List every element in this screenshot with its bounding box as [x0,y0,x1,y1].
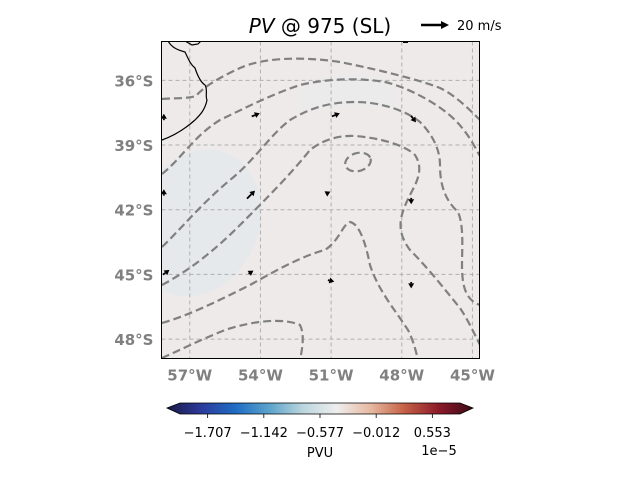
colorbar: −1.707 −1.142 −0.577 −0.012 0.553 PVU 1e−5 [165,402,475,461]
title-rest: @ 975 (SL) [275,14,392,38]
coastline [161,41,208,141]
latitude-tick-label: 36°S [114,72,153,90]
wind-vector [324,191,331,197]
wind-vector-head [253,112,260,118]
wind-vector-head [249,190,256,197]
contour-line [161,220,419,359]
contour-line [161,57,480,121]
wind-vector-partial [403,41,408,43]
wind-vector-shaft [410,115,414,119]
colorbar-tick-label: −0.577 [296,426,344,441]
wind-vector [327,277,335,284]
contour-line [161,100,480,306]
latitude-tick-label: 39°S [114,137,153,155]
pv-contours [161,57,480,359]
wind-vector [161,189,167,196]
longitude-labels: 57°W 54°W 51°W 48°W 45°W [167,367,495,385]
longitude-tick-label: 48°W [379,367,424,385]
wind-vector-head [163,269,170,276]
wind-vector [162,269,170,276]
wind-vector-head [410,116,416,123]
wind-vector-head [328,277,335,284]
wind-vector [331,112,340,118]
gridlines [161,41,480,359]
wind-vector-head [408,199,415,205]
reference-arrow-head [441,21,449,29]
wind-vector-shaft [162,272,166,276]
wind-vector-head [161,113,167,119]
reference-vector-key: 20 m/s [421,19,502,34]
title-variable: PV [249,14,276,38]
wind-vector-head [334,112,340,118]
latitude-tick-label: 48°S [114,331,153,349]
contour-line [161,134,480,346]
wind-vector-head [408,283,415,289]
wind-vector-shaft [331,114,336,118]
wind-vector [161,113,167,121]
contour-line [161,78,480,175]
wind-vector-head [324,191,331,197]
pv-shading-patch [300,74,395,110]
longitude-tick-label: 54°W [238,367,283,385]
latitude-tick-label: 42°S [114,202,153,220]
colorbar-tick-label: −1.707 [184,426,232,441]
colorbar-label: PVU [307,446,333,461]
colorbar-ticks: −1.707 −1.142 −0.577 −0.012 0.553 [184,414,451,441]
colorbar-tick-label: 0.553 [414,426,451,441]
coastline [184,41,202,46]
longitude-tick-label: 51°W [309,367,354,385]
longitude-tick-label: 45°W [450,367,495,385]
wind-vector [251,112,260,118]
colorbar-tick-label: −1.142 [240,426,288,441]
wind-vector [408,281,415,289]
map-panel [161,41,480,359]
wind-vector [247,270,254,276]
wind-vector-shaft [251,114,256,118]
colorbar-tick-label: −0.012 [352,426,400,441]
contour-line [161,319,304,359]
latitude-labels: 36°S 39°S 42°S 45°S 48°S [114,72,153,349]
pv-shading-patch [162,149,262,297]
contour-closed [344,151,372,173]
reference-vector-label: 20 m/s [457,19,502,34]
wind-vector [410,115,416,123]
wind-vectors [161,112,416,289]
latitude-tick-label: 45°S [114,266,153,284]
wind-vector [408,197,415,205]
wind-vector-shaft [246,193,253,200]
wind-vector [246,190,256,200]
map-title: PV @ 975 (SL) [249,14,391,38]
colorbar-scale-label: 1e−5 [421,444,456,459]
longitude-tick-label: 57°W [167,367,212,385]
map-frame [161,41,480,359]
wind-vector-head [161,189,167,195]
wind-vector-head [247,270,254,276]
colorbar-body [165,402,475,415]
